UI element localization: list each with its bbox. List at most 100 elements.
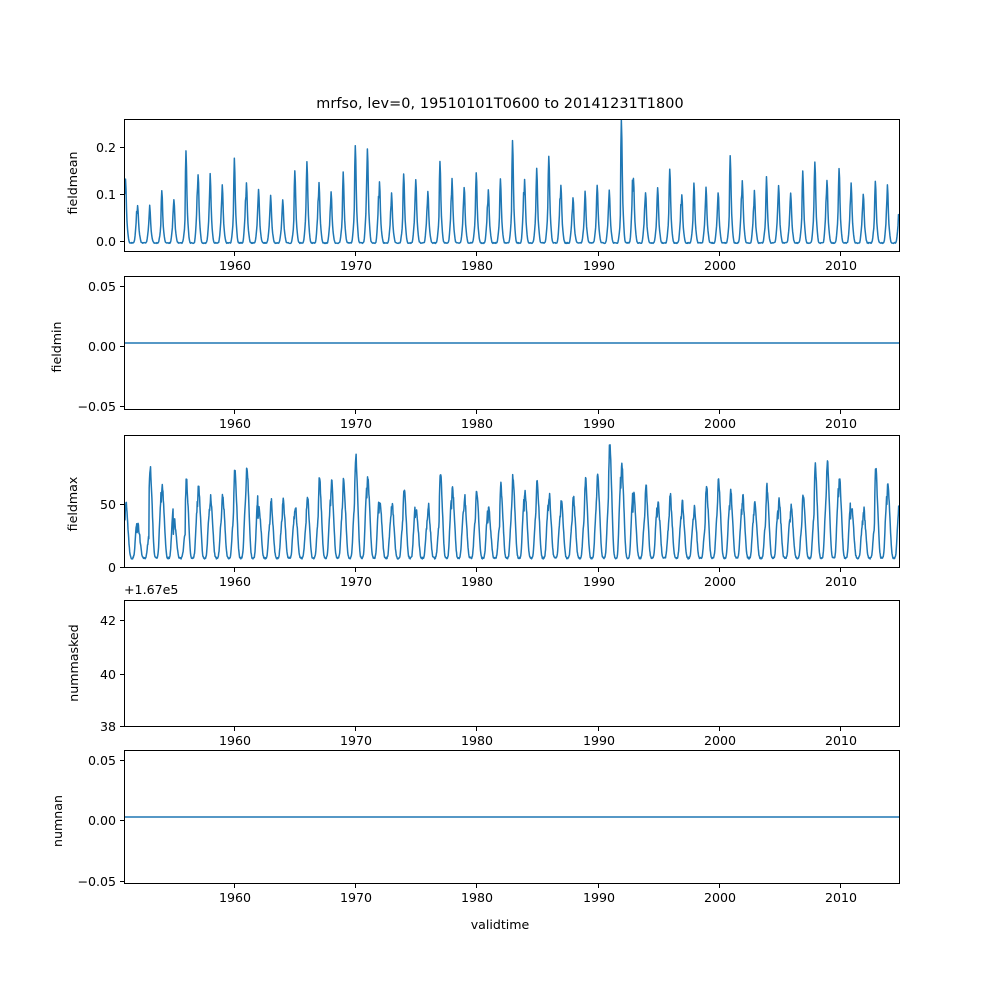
xtick-p1-1970: 1970	[339, 258, 373, 273]
xtickmark-p5-2000	[719, 884, 721, 888]
xtick-p1-2000: 2000	[703, 258, 737, 273]
xtick-p2-1990: 1990	[582, 416, 616, 431]
figure-title: mrfso, lev=0, 19510101T0600 to 20141231T…	[316, 96, 684, 112]
xtickmark-p5-1990	[598, 884, 600, 888]
xtickmark-p5-1980	[476, 884, 478, 888]
xtick-p3-2010: 2010	[824, 574, 858, 589]
series-line-fieldmean	[125, 120, 899, 245]
xtick-p3-1960: 1960	[218, 574, 252, 589]
ytick-fieldmean-2: 0.0	[95, 234, 116, 249]
xtick-p4-2010: 2010	[824, 733, 858, 748]
ytickmark-numnan-2	[120, 881, 124, 883]
plot-fieldmax	[125, 444, 899, 560]
xtick-p2-1970: 1970	[339, 416, 373, 431]
xtick-p1-1990: 1990	[582, 258, 616, 273]
ytickmark-fieldmean-2	[120, 241, 124, 243]
xtick-p3-2000: 2000	[703, 574, 737, 589]
ytick-numnan-1: 0.00	[87, 813, 116, 828]
xtickmark-p1-1960	[234, 252, 236, 256]
panel-fieldmax	[124, 435, 900, 568]
xtick-p5-1970: 1970	[339, 890, 373, 905]
xtickmark-p2-1980	[476, 410, 478, 414]
xtickmark-p1-2000	[719, 252, 721, 256]
ytickmark-fieldmean-1	[120, 194, 124, 196]
xtick-p1-1980: 1980	[460, 258, 494, 273]
xtickmark-p4-1960	[234, 727, 236, 731]
xtickmark-p3-2000	[719, 568, 721, 572]
xtick-p2-1980: 1980	[460, 416, 494, 431]
xtickmark-p3-1990	[598, 568, 600, 572]
panel-fieldmean	[124, 119, 900, 252]
xtick-p4-1990: 1990	[582, 733, 616, 748]
xtickmark-p3-2010	[840, 568, 842, 572]
plot-numnan	[125, 816, 899, 818]
ytickmark-fieldmax-0	[120, 504, 124, 506]
xtickmark-p5-2010	[840, 884, 842, 888]
xtick-p3-1970: 1970	[339, 574, 373, 589]
xtick-p4-1970: 1970	[339, 733, 373, 748]
xtick-p5-2000: 2000	[703, 890, 737, 905]
xtick-p2-1960: 1960	[218, 416, 252, 431]
ytick-numnan-2: −0.05	[77, 874, 116, 889]
xtick-p4-1980: 1980	[460, 733, 494, 748]
xtickmark-p2-1990	[598, 410, 600, 414]
ytick-fieldmax-0: 50	[99, 497, 116, 512]
xtick-p2-2000: 2000	[703, 416, 737, 431]
xtick-p5-2010: 2010	[824, 890, 858, 905]
xtick-p4-2000: 2000	[703, 733, 737, 748]
xtick-p5-1990: 1990	[582, 890, 616, 905]
ytick-fieldmin-2: −0.05	[77, 399, 116, 414]
panel-numnan	[124, 750, 900, 884]
xtickmark-p3-1970	[355, 568, 357, 572]
xtickmark-p2-2010	[840, 410, 842, 414]
xtickmark-p4-2010	[840, 727, 842, 731]
xtick-p5-1960: 1960	[218, 890, 252, 905]
xtickmark-p4-1970	[355, 727, 357, 731]
ytickmark-fieldmin-2	[120, 406, 124, 408]
ylabel-fieldmax: fieldmax	[65, 476, 80, 532]
ytickmark-fieldmin-0	[120, 286, 124, 288]
xtickmark-p3-1960	[234, 568, 236, 572]
yaxis-offset-nummasked: +1.67e5	[124, 582, 179, 597]
ytick-nummasked-1: 40	[99, 667, 116, 682]
ytick-numnan-0: 0.05	[87, 753, 116, 768]
ytickmark-nummasked-0	[120, 620, 124, 622]
plot-fieldmean	[125, 120, 899, 245]
xtickmark-p1-1990	[598, 252, 600, 256]
ytickmark-fieldmax-1	[120, 567, 124, 569]
xtickmark-p1-1970	[355, 252, 357, 256]
xaxis-label: validtime	[470, 917, 530, 932]
xtickmark-p4-1990	[598, 727, 600, 731]
xtickmark-p5-1960	[234, 884, 236, 888]
ytickmark-numnan-1	[120, 820, 124, 822]
plot-fieldmin	[125, 342, 899, 344]
ytick-fieldmean-1: 0.1	[95, 187, 116, 202]
ytick-fieldmin-1: 0.00	[87, 339, 116, 354]
panel-nummasked	[124, 600, 900, 727]
ytick-nummasked-2: 38	[99, 719, 116, 734]
xtick-p4-1960: 1960	[218, 733, 252, 748]
ytick-nummasked-0: 42	[99, 613, 116, 628]
ytickmark-nummasked-1	[120, 674, 124, 676]
xtickmark-p2-1970	[355, 410, 357, 414]
xtickmark-p2-2000	[719, 410, 721, 414]
ytick-fieldmax-1: 0	[107, 560, 116, 575]
xtickmark-p5-1970	[355, 884, 357, 888]
xtickmark-p1-1980	[476, 252, 478, 256]
ytick-fieldmin-0: 0.05	[87, 279, 116, 294]
xtickmark-p1-2010	[840, 252, 842, 256]
xtick-p3-1980: 1980	[460, 574, 494, 589]
xtick-p1-1960: 1960	[218, 258, 252, 273]
series-line-fieldmax	[125, 444, 899, 560]
ylabel-nummasked: nummasked	[66, 624, 81, 702]
ytickmark-fieldmin-1	[120, 346, 124, 348]
xtick-p5-1980: 1980	[460, 890, 494, 905]
panel-fieldmin	[124, 276, 900, 410]
ytickmark-numnan-0	[120, 760, 124, 762]
xtick-p3-1990: 1990	[582, 574, 616, 589]
xtick-p2-2010: 2010	[824, 416, 858, 431]
xtickmark-p4-1980	[476, 727, 478, 731]
ytick-fieldmean-0: 0.2	[95, 140, 116, 155]
xtickmark-p3-1980	[476, 568, 478, 572]
